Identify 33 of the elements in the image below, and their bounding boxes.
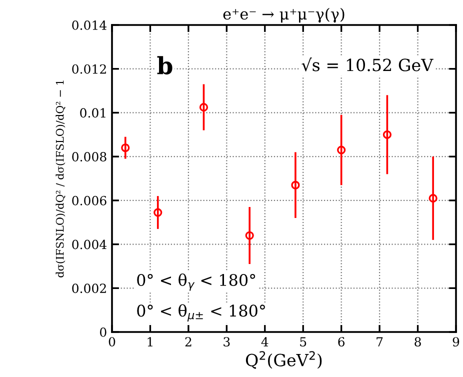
x-tick-label: 2: [185, 337, 192, 346]
point: [291, 180, 300, 190]
x-tick-label: 0: [108, 337, 116, 347]
x-tick-label: 1: [148, 337, 152, 346]
x-tick-label: 6: [338, 337, 345, 347]
annotation: b: [157, 56, 172, 74]
x-axis-title: Q$^{2}$(GeV$^{2}$): [246, 351, 322, 369]
x-tick-label: 7: [376, 337, 383, 346]
y-tick-label: 0: [100, 327, 106, 337]
x-tick-label: 9: [452, 337, 460, 347]
x-tick-label: 4: [261, 337, 268, 346]
y-tick-label: 0.004: [72, 240, 107, 250]
y-tick-label: 0.012: [72, 64, 106, 74]
x-tick-label: 3: [224, 337, 230, 347]
y-tick-label: 0.002: [72, 284, 106, 294]
annotation: 0° < θ$_{γ}$ < 180°: [137, 273, 256, 291]
y-tick-label: 0.006: [72, 196, 106, 206]
point: [199, 102, 208, 112]
y-tick-label: 0.008: [72, 152, 106, 162]
point: [245, 231, 254, 240]
point: [337, 146, 346, 154]
x-tick-label: 5: [300, 337, 306, 347]
chart-title: e⁺e⁻ → μ⁺μ⁻γ(γ): [223, 8, 344, 23]
y-tick-label: 0.01: [80, 108, 106, 118]
annotation: 0° < θ$_{μ±}$ < 180°: [137, 304, 265, 322]
x-tick-label: 8: [414, 337, 421, 347]
y-axis-title: dσ(IFSNLO)/dQ² / dσ(IFSLO)/dQ² − 1: [56, 80, 66, 278]
point: [121, 143, 130, 152]
annotation: √s = 10.52 GeV: [302, 58, 434, 72]
point: [428, 194, 438, 203]
y-tick-label: 0.014: [72, 20, 107, 30]
point: [154, 208, 162, 217]
point: [382, 130, 392, 139]
